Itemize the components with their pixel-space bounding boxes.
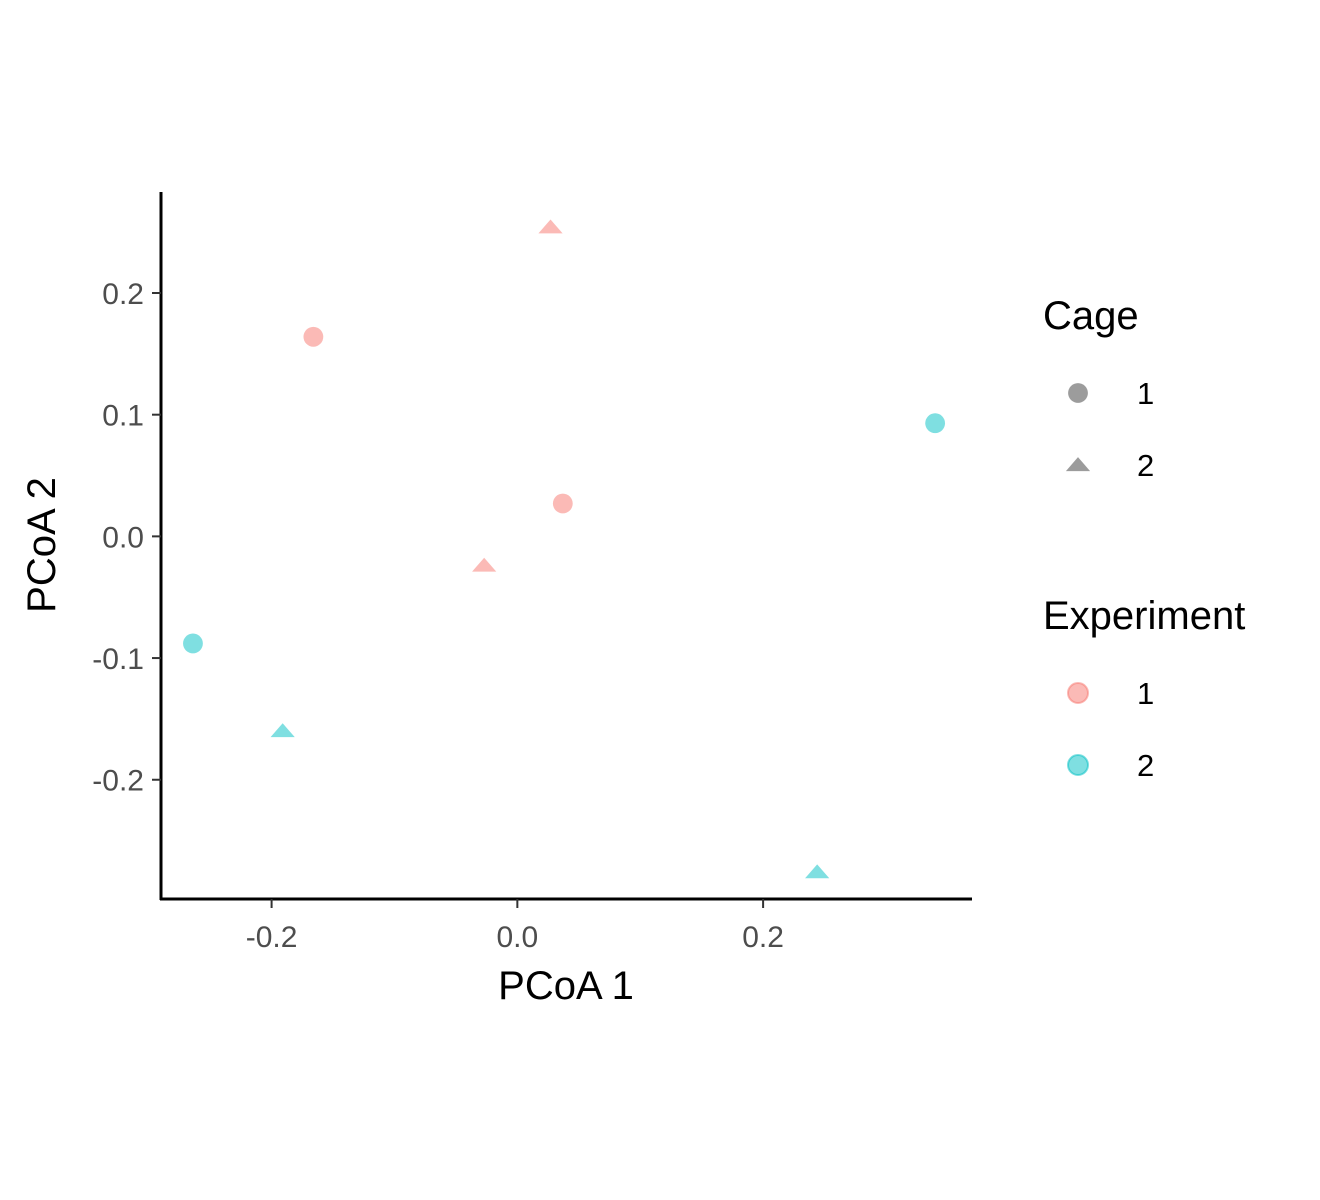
legend-title: Experiment bbox=[1043, 594, 1245, 638]
data-point bbox=[183, 633, 203, 654]
legend-key-circle bbox=[1068, 383, 1088, 403]
data-point bbox=[270, 723, 295, 738]
axes: -0.2 0.0 0.2 -0.2 -0.1 0.0 0.1 0.2 bbox=[92, 192, 972, 954]
x-axis-title: PCoA 1 bbox=[498, 964, 634, 1008]
legend-label: 2 bbox=[1137, 748, 1154, 783]
legend: Cage 1 2 Experiment 1 2 bbox=[1043, 294, 1245, 783]
y-tick-label: 0.2 bbox=[102, 278, 144, 311]
y-tick-label: 0.1 bbox=[102, 400, 144, 433]
legend-label: 1 bbox=[1137, 676, 1154, 711]
legend-key-triangle bbox=[1065, 457, 1091, 472]
x-tick-label: 0.0 bbox=[496, 921, 538, 954]
data-point bbox=[805, 864, 830, 879]
legend-experiment: Experiment 1 2 bbox=[1043, 594, 1245, 783]
legend-label: 2 bbox=[1137, 448, 1154, 483]
data-point bbox=[472, 557, 497, 572]
data-point bbox=[538, 219, 563, 234]
data-point bbox=[552, 493, 573, 514]
y-axis-title: PCoA 2 bbox=[20, 477, 64, 613]
legend-key-color bbox=[1067, 754, 1089, 776]
y-tick-label: -0.1 bbox=[92, 643, 144, 676]
legend-label: 1 bbox=[1137, 376, 1154, 411]
x-tick-label: -0.2 bbox=[246, 921, 298, 954]
legend-title: Cage bbox=[1043, 294, 1139, 338]
plot-area bbox=[183, 219, 946, 879]
y-tick-label: 0.0 bbox=[102, 521, 144, 554]
x-tick-label: 0.2 bbox=[742, 921, 784, 954]
legend-cage: Cage 1 2 bbox=[1043, 294, 1154, 483]
data-point bbox=[925, 413, 946, 434]
data-point bbox=[303, 326, 324, 347]
y-tick-label: -0.2 bbox=[92, 765, 144, 798]
legend-key-color bbox=[1067, 682, 1089, 704]
